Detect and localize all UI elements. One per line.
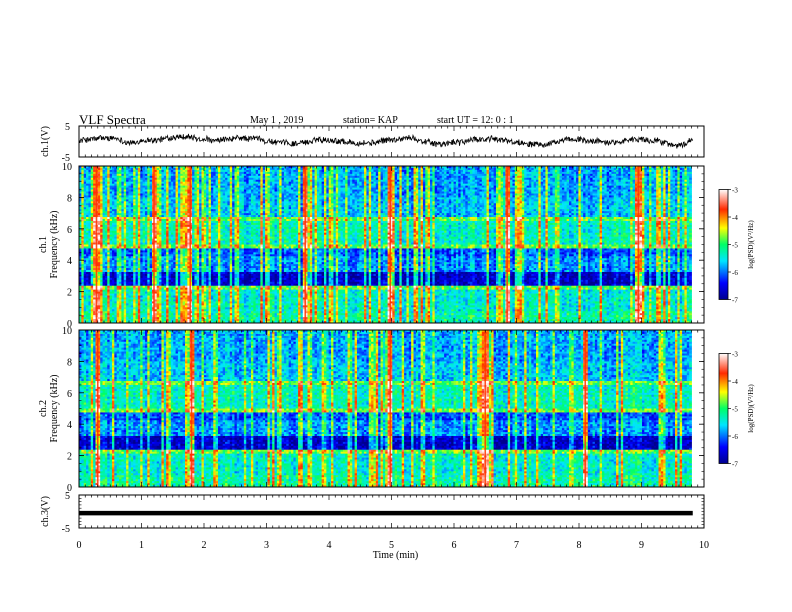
ch2-spectrogram-ytick-label: 10: [62, 326, 72, 337]
time-xtick-label: 8: [577, 540, 582, 551]
ch2-spectrogram-channel-label: ch.2: [38, 400, 49, 417]
ch1-ytick-label: -5: [62, 153, 70, 164]
ch2-spectrogram-ytick-label: 4: [67, 420, 72, 431]
time-xlabel: Time (min): [373, 550, 418, 561]
ch1-spectrogram-channel-label: ch.1: [38, 236, 49, 253]
ch1-spectrogram-xticks: [78, 166, 705, 323]
figure-title: VLF Spectra: [79, 112, 146, 128]
ch1-spectrogram-ytick-label: 8: [67, 193, 72, 204]
ch1-spectrogram-colorbar-tick: -5: [732, 242, 738, 250]
ch2-spectrogram-heatmap: [79, 330, 692, 488]
ch1-spectrogram-colorbar-tick: -7: [732, 297, 738, 305]
start-time-label: start UT = 12: 0 : 1: [437, 115, 514, 126]
ch1-waveform-xticks: [78, 126, 705, 157]
ch1-spectrogram-ytick-label: 4: [67, 256, 72, 267]
ch3-ytick-label: -5: [62, 524, 70, 535]
ch2-spectrogram-colorbar-tick: -5: [732, 406, 738, 414]
ch1-spectrogram-ytick-label: 10: [62, 162, 72, 173]
time-xtick-label: 6: [452, 540, 457, 551]
ch1-spectrogram-heatmap: [79, 166, 692, 324]
ch3-waveform-xticks: [78, 495, 705, 528]
time-xtick-label: 9: [639, 540, 644, 551]
ch1-spectrogram-ytick-label: 6: [67, 225, 72, 236]
ch1-spectrogram-ylabel: Frequency (kHz): [49, 210, 60, 278]
ch1-spectrogram-colorbar-tick: -3: [732, 187, 738, 195]
ch2-spectrogram-xticks: [78, 330, 705, 487]
ch1-spectrogram-ytick-label: 0: [67, 319, 72, 330]
time-xtick-label: 5: [389, 540, 394, 551]
ch1-spectrogram-colorbar-tick: -6: [732, 269, 738, 277]
ch1-waveform-line: [78, 133, 694, 149]
ch2-spectrogram-colorbar-tick: -4: [732, 378, 738, 386]
time-xtick-label: 0: [77, 540, 82, 551]
ch2-spectrogram-ytick-label: 8: [67, 357, 72, 368]
time-xtick-label: 10: [699, 540, 709, 551]
ch3-ytick-label: 5: [65, 491, 70, 502]
ch2-spectrogram-colorbar-tick: -6: [732, 433, 738, 441]
time-xtick-label: 4: [327, 540, 332, 551]
ch2-spectrogram-colorbar-label: log(PSD)(V²/Hz): [747, 384, 755, 433]
ch2-spectrogram-ylabel: Frequency (kHz): [49, 374, 60, 442]
ch1-spectrogram-colorbar-label: log(PSD)(V²/Hz): [747, 220, 755, 269]
ch2-spectrogram-colorbar: [718, 353, 729, 464]
time-xtick-label: 3: [264, 540, 269, 551]
ch2-spectrogram-colorbar-tick: -7: [732, 461, 738, 469]
time-xtick-label: 7: [514, 540, 519, 551]
ch1-ytick-label: 5: [65, 122, 70, 133]
station-label: station= KAP: [343, 115, 398, 126]
time-xtick-label: 1: [139, 540, 144, 551]
date-label: May 1 , 2019: [250, 115, 303, 126]
ch1-spectrogram-colorbar: [718, 189, 729, 300]
ch2-spectrogram-ytick-label: 0: [67, 483, 72, 494]
ch1-spectrogram-ytick-label: 2: [67, 288, 72, 299]
time-xtick-label: 2: [202, 540, 207, 551]
ch1-spectrogram-colorbar-tick: -4: [732, 214, 738, 222]
ch3-waveform-ylabel: ch.3(V): [40, 496, 51, 527]
ch2-spectrogram-ytick-label: 2: [67, 452, 72, 463]
ch2-spectrogram-ytick-label: 6: [67, 389, 72, 400]
ch1-waveform-ylabel: ch.1(V): [40, 126, 51, 157]
ch2-spectrogram-colorbar-tick: -3: [732, 351, 738, 359]
